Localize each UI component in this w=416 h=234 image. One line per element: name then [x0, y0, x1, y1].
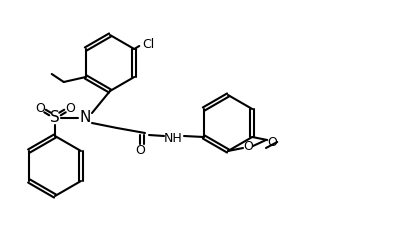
- Text: O: O: [135, 145, 145, 157]
- Text: S: S: [50, 110, 60, 125]
- Text: NH: NH: [163, 132, 182, 145]
- Text: O: O: [35, 102, 45, 114]
- Text: N: N: [79, 110, 91, 125]
- Text: O: O: [65, 102, 75, 114]
- Text: Cl: Cl: [142, 37, 154, 51]
- Text: O: O: [267, 135, 277, 149]
- Text: O: O: [243, 139, 253, 153]
